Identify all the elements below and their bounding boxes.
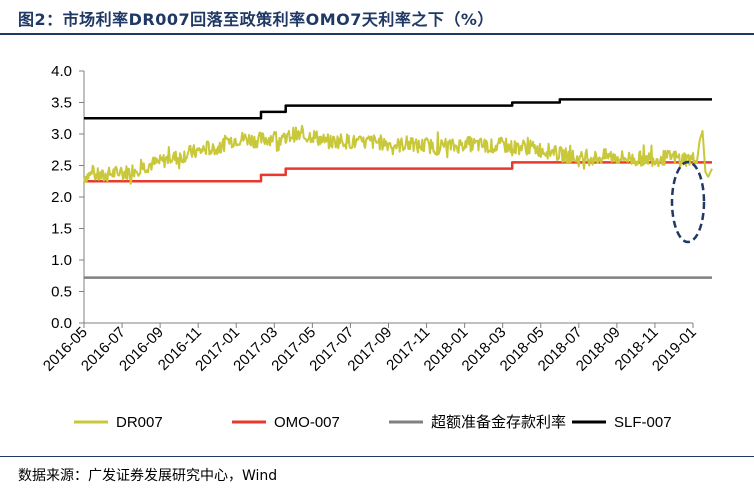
source-divider bbox=[0, 456, 754, 457]
chart-legend: DR007 OMO-007 超额准备金存款利率 SLF-007 bbox=[74, 414, 672, 431]
chart-annotations bbox=[670, 160, 706, 244]
y-tick-label: 4.0 bbox=[51, 63, 72, 80]
series-line-dr007 bbox=[83, 124, 713, 185]
chart-series bbox=[83, 98, 713, 279]
x-axis-tick-labels: 2016-052016-072016-092016-112017-012017-… bbox=[40, 324, 700, 375]
y-tick-label: 1.5 bbox=[51, 221, 72, 238]
legend-label: 超额准备金存款利率 bbox=[431, 414, 566, 431]
series-line-omo-007 bbox=[84, 161, 712, 183]
y-tick-label: 0.5 bbox=[51, 284, 72, 301]
legend-label: OMO-007 bbox=[274, 414, 340, 431]
y-tick-label: 1.0 bbox=[51, 252, 72, 269]
y-axis-tick-labels: 0.0 0.5 1.0 1.5 2.0 2.5 3.0 3.5 4.0 bbox=[51, 63, 72, 332]
y-tick-label: 2.5 bbox=[51, 158, 72, 175]
y-tick-label: 2.0 bbox=[51, 189, 72, 206]
line-chart: 0.0 0.5 1.0 1.5 2.0 2.5 3.0 3.5 4.0 2016-052016-… bbox=[40, 63, 713, 431]
y-tick-label: 3.5 bbox=[51, 95, 72, 112]
highlight-ellipse bbox=[670, 160, 706, 244]
data-source-note: 数据来源：广发证券发展研究中心，Wind bbox=[18, 468, 278, 484]
legend-label: SLF-007 bbox=[614, 414, 672, 431]
series-line-slf-007 bbox=[84, 98, 712, 120]
legend-label: DR007 bbox=[116, 414, 163, 431]
y-tick-label: 3.0 bbox=[51, 126, 72, 143]
title-underline bbox=[0, 33, 754, 35]
y-tick-label: 0.0 bbox=[51, 315, 72, 332]
figure-title: 图2：市场利率DR007回落至政策利率OMO7天利率之下（%） bbox=[18, 10, 494, 29]
chart-gridlines bbox=[79, 70, 694, 328]
